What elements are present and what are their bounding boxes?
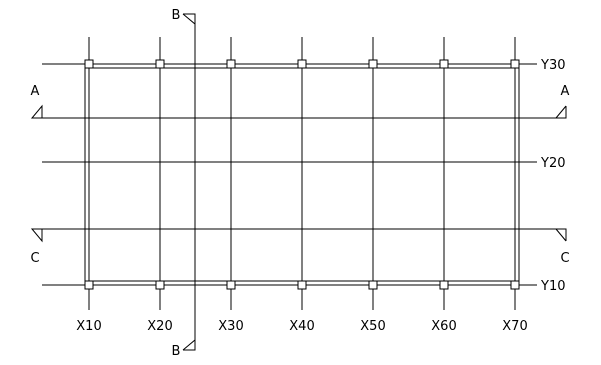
section-labels: A A C C B B bbox=[30, 8, 569, 359]
section-arrow-c-right bbox=[556, 228, 567, 241]
section-label-b-top: B bbox=[172, 8, 181, 23]
axis-label-x10: X10 bbox=[76, 319, 101, 334]
section-label-c-left: C bbox=[30, 251, 39, 266]
section-arrow-a-left bbox=[30, 104, 43, 119]
horizontal-grid-lines bbox=[42, 63, 537, 286]
section-label-a-left: A bbox=[31, 84, 40, 99]
column bbox=[510, 59, 520, 69]
axis-label-x20: X20 bbox=[147, 319, 172, 334]
column bbox=[226, 59, 236, 69]
column bbox=[155, 59, 165, 69]
column bbox=[297, 59, 307, 69]
y-axis-labels: Y30 Y20 Y10 bbox=[540, 58, 565, 294]
section-arrow-a-right bbox=[556, 106, 567, 119]
section-arrow-b-bottom bbox=[182, 338, 196, 351]
column bbox=[84, 59, 94, 69]
section-cut-a bbox=[30, 104, 567, 119]
section-cut-c bbox=[30, 228, 567, 243]
axis-label-y30: Y30 bbox=[540, 58, 565, 73]
axis-label-y20: Y20 bbox=[540, 156, 565, 171]
section-label-b-bottom: B bbox=[172, 344, 181, 359]
section-label-a-right: A bbox=[561, 84, 570, 99]
section-cut-b bbox=[182, 13, 196, 351]
section-arrow-b-top bbox=[182, 13, 196, 26]
axis-label-x70: X70 bbox=[502, 319, 527, 334]
axis-label-x60: X60 bbox=[431, 319, 456, 334]
column bbox=[510, 280, 520, 290]
column bbox=[297, 280, 307, 290]
section-arrow-c-right-tick bbox=[555, 228, 567, 242]
axis-label-x30: X30 bbox=[218, 319, 243, 334]
axis-label-y10: Y10 bbox=[540, 279, 565, 294]
x-axis-labels: X10 X20 X30 X40 X50 X60 X70 bbox=[76, 319, 527, 334]
columns bbox=[84, 59, 520, 290]
column bbox=[368, 59, 378, 69]
column bbox=[439, 280, 449, 290]
column bbox=[368, 280, 378, 290]
column bbox=[439, 59, 449, 69]
section-label-c-right: C bbox=[560, 251, 569, 266]
column bbox=[84, 280, 94, 290]
column bbox=[155, 280, 165, 290]
column bbox=[226, 280, 236, 290]
section-arrow-a-right-tick bbox=[555, 105, 567, 119]
vertical-grid-lines bbox=[88, 37, 516, 310]
section-arrow-c-left bbox=[30, 228, 43, 243]
axis-label-x40: X40 bbox=[289, 319, 314, 334]
axis-label-x50: X50 bbox=[360, 319, 385, 334]
